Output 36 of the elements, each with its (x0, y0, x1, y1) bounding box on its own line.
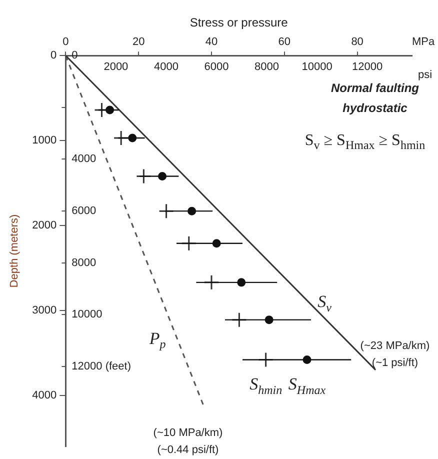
annotation: (~0.44 psi/ft) (157, 444, 219, 456)
point (113, 130, 129, 146)
y2-tick-label: 10000 (72, 308, 102, 321)
annotation: (~23 MPa/km) (360, 340, 430, 352)
annotation: hydrostatic (342, 101, 408, 115)
x-axis-title: Stress or pressure (190, 16, 288, 30)
y-tick-label: 1000 (32, 134, 57, 147)
x2-tick-label: 12000 (352, 61, 383, 74)
text: psi (418, 69, 432, 81)
x2-tick-label: 8000 (254, 61, 279, 74)
x2-tick-label: 4000 (154, 61, 178, 74)
x-tick-label: 40 (205, 36, 218, 48)
y2-tick-label: 12000 (feet) (72, 360, 131, 372)
x-tick-label: 0 (62, 36, 69, 48)
annotation: Normal faulting (331, 81, 420, 95)
annotation: (~10 MPa/km) (153, 427, 223, 439)
point (181, 236, 197, 252)
x-tick-label: 60 (278, 36, 291, 48)
y-tick-label: 0 (50, 50, 57, 62)
y2-tick-label: 6000 (72, 205, 96, 217)
annotation: (~1 psi/ft) (372, 357, 418, 369)
text: MPa (412, 36, 436, 48)
y-axis-title: Depth (meters) (8, 214, 21, 288)
point (94, 102, 110, 118)
y2-tick-label: 8000 (72, 256, 96, 269)
x2-tick-label: 10000 (302, 61, 332, 74)
y2-tick-label: 4000 (72, 153, 96, 166)
x2-tick-label: 6000 (204, 61, 229, 74)
y-tick-label: 3000 (32, 304, 57, 316)
x-tick-label: 80 (351, 36, 364, 48)
y-tick-label: 4000 (32, 389, 57, 402)
y-tick-label: 2000 (32, 220, 57, 232)
point (204, 274, 220, 290)
point (158, 203, 174, 219)
x-tick-label: 20 (132, 36, 145, 48)
x2-tick-label: 2000 (104, 61, 128, 74)
